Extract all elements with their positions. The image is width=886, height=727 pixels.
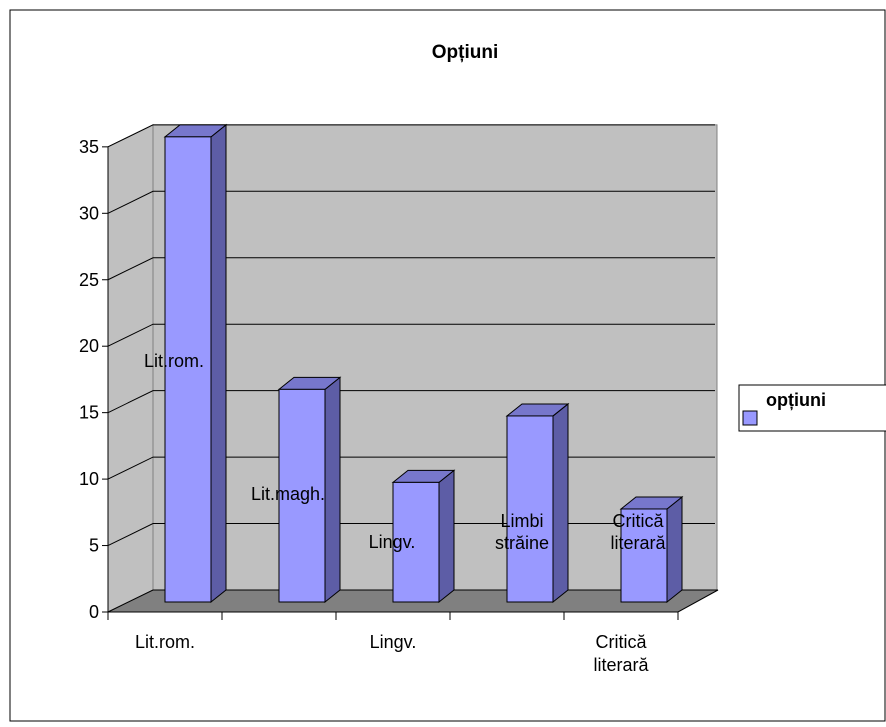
bars: Lit.rom. Lit.magh. Lingv. Limbi străine Criti… <box>144 123 684 604</box>
bar-side <box>210 123 227 604</box>
gridline <box>107 124 715 148</box>
bar-data-label: Lingv. <box>369 532 416 552</box>
gridline <box>107 390 715 414</box>
x-tick-label: Critică literară <box>593 632 649 675</box>
bar-data-label: Lit.magh. <box>251 484 325 504</box>
y-tick-label: 0 <box>89 602 99 622</box>
y-tick-label: 15 <box>79 403 99 423</box>
legend-box <box>738 384 886 432</box>
y-tick-label: 5 <box>89 536 99 556</box>
bar <box>164 136 212 603</box>
bar-side <box>324 376 341 604</box>
legend-label: opțiuni <box>766 390 826 410</box>
y-tick-label: 20 <box>79 336 99 356</box>
gridline <box>107 323 715 347</box>
gridline <box>107 190 715 214</box>
gridline <box>107 257 715 281</box>
y-tick-label: 25 <box>79 270 99 290</box>
axes: 0 5 10 15 20 25 30 35 Lit.rom. Lingv. Critică liter… <box>79 137 679 675</box>
y-tick-label: 30 <box>79 203 99 223</box>
bar-data-label: Lit.rom. <box>144 351 204 371</box>
bar-side <box>438 469 455 604</box>
y-tick-label: 10 <box>79 469 99 489</box>
bar <box>392 481 440 603</box>
x-tick-label: Lit.rom. <box>135 632 195 652</box>
bar-data-label: Critică literară <box>610 511 666 553</box>
legend: opțiuni <box>738 384 886 432</box>
bar-side <box>666 495 683 604</box>
y-tick-label: 35 <box>79 137 99 157</box>
bar-side <box>552 402 569 604</box>
bar <box>506 415 554 603</box>
chart-title: Opțiuni <box>432 42 498 63</box>
x-tick-label: Lingv. <box>370 632 417 652</box>
bar-data-label: Limbi străine <box>495 511 549 553</box>
bar <box>620 508 668 603</box>
bar <box>278 388 326 603</box>
legend-swatch <box>742 410 758 426</box>
